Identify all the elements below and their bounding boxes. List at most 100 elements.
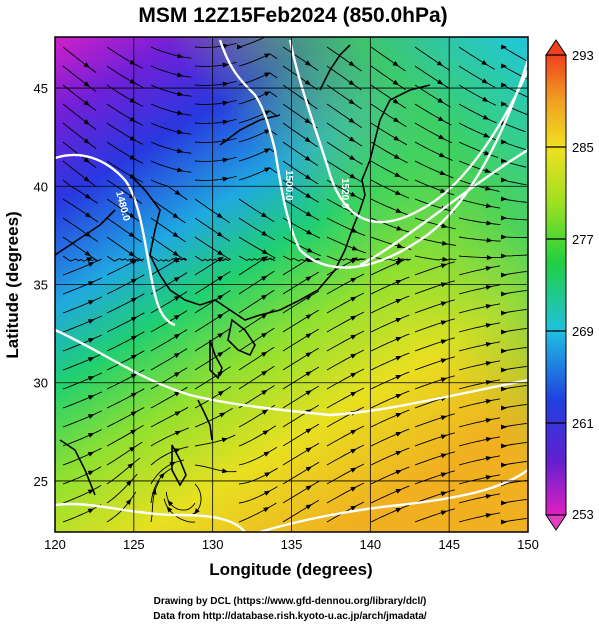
streamline-arrow <box>217 332 224 339</box>
streamline-arrow <box>174 411 182 417</box>
streamline-arrow <box>392 98 400 104</box>
streamline-arrow <box>88 338 95 343</box>
streamline <box>326 463 365 485</box>
streamline <box>370 179 410 199</box>
streamline-arrow <box>395 489 402 494</box>
streamline <box>106 122 144 145</box>
streamline-arrow <box>350 505 357 511</box>
streamline <box>150 427 189 447</box>
streamline <box>326 255 366 262</box>
streamline-arrow <box>222 176 229 182</box>
colorbar-ticks: 293 285 277 269 261 253 <box>546 48 594 522</box>
streamline <box>370 447 410 466</box>
streamline <box>106 388 145 409</box>
streamline-arrow <box>348 60 355 67</box>
streamline <box>414 318 455 333</box>
streamline <box>150 122 192 135</box>
streamline-arrow <box>83 119 90 125</box>
streamline <box>238 72 278 86</box>
streamline-arrow <box>221 437 229 443</box>
streamline-arrow <box>87 451 95 457</box>
credit-drawing: Drawing by DCL (https://www.gfd-dennou.o… <box>154 596 427 607</box>
streamline <box>414 299 455 314</box>
streamline <box>238 327 275 352</box>
streamline <box>370 65 406 91</box>
streamline-arrow <box>441 240 449 246</box>
streamline <box>326 273 365 295</box>
streamline-arrow <box>485 285 493 290</box>
streamline <box>62 236 98 262</box>
streamline <box>326 311 365 333</box>
streamline <box>370 103 407 127</box>
streamline <box>106 258 145 276</box>
streamline-arrow <box>125 498 132 505</box>
height-contour <box>359 148 528 267</box>
streamline <box>282 122 318 148</box>
streamline <box>282 141 319 166</box>
streamline-arrow <box>348 99 355 105</box>
streamline <box>194 156 237 162</box>
streamline-arrow <box>395 337 402 342</box>
streamline <box>62 504 102 523</box>
streamline <box>238 110 278 124</box>
streamline <box>106 198 142 224</box>
streamline-arrow <box>501 158 507 164</box>
streamline <box>62 160 97 188</box>
streamline <box>238 53 278 67</box>
streamline <box>150 348 188 371</box>
streamline-arrow <box>88 414 95 419</box>
coastline <box>197 399 213 441</box>
streamline <box>414 122 453 144</box>
streamline-arrow <box>305 504 312 510</box>
streamline <box>502 461 527 466</box>
streamline-arrow <box>485 361 493 366</box>
y-tick-label: 45 <box>34 81 48 96</box>
streamline-arrow <box>173 371 181 378</box>
streamline <box>370 352 410 371</box>
plot-area <box>55 37 528 532</box>
streamline-arrow <box>348 117 356 124</box>
height-contour <box>288 39 528 224</box>
streamline <box>238 236 276 259</box>
streamline <box>238 167 278 181</box>
streamline-arrow <box>442 256 449 262</box>
coastlines <box>55 44 431 496</box>
plot-frame <box>54 36 529 533</box>
streamline <box>502 141 526 150</box>
streamline-arrow <box>88 319 95 324</box>
streamline <box>106 160 144 183</box>
streamline <box>414 103 452 126</box>
streamline-arrow <box>395 280 402 285</box>
streamline <box>502 84 528 98</box>
streamline <box>502 271 527 276</box>
streamline <box>62 391 102 409</box>
streamline-arrow <box>174 430 182 436</box>
streamline-arrow <box>350 486 357 492</box>
streamline <box>414 141 453 161</box>
streamline <box>414 46 451 71</box>
streamline <box>458 265 501 276</box>
streamline <box>502 347 527 352</box>
streamline-arrow <box>481 78 489 84</box>
streamline-arrow <box>217 351 224 358</box>
streamline-arrow <box>222 43 229 49</box>
streamline <box>414 280 455 295</box>
streamline-arrow <box>395 190 402 195</box>
streamline-arrow <box>305 371 312 377</box>
streamline <box>414 65 451 90</box>
streamline-arrow <box>217 294 224 301</box>
streamline <box>238 37 265 48</box>
streamline <box>502 385 527 390</box>
streamline <box>458 284 501 295</box>
coastline <box>171 444 187 487</box>
streamline-arrow <box>501 519 507 525</box>
streamline <box>282 442 320 466</box>
streamline <box>62 485 102 504</box>
streamline-arrow <box>304 155 312 162</box>
coastline <box>129 174 201 306</box>
streamline <box>458 379 501 390</box>
streamline-arrow <box>173 314 181 320</box>
streamline <box>238 502 277 523</box>
streamline-arrow <box>440 263 448 269</box>
streamline-arrow <box>394 172 401 178</box>
